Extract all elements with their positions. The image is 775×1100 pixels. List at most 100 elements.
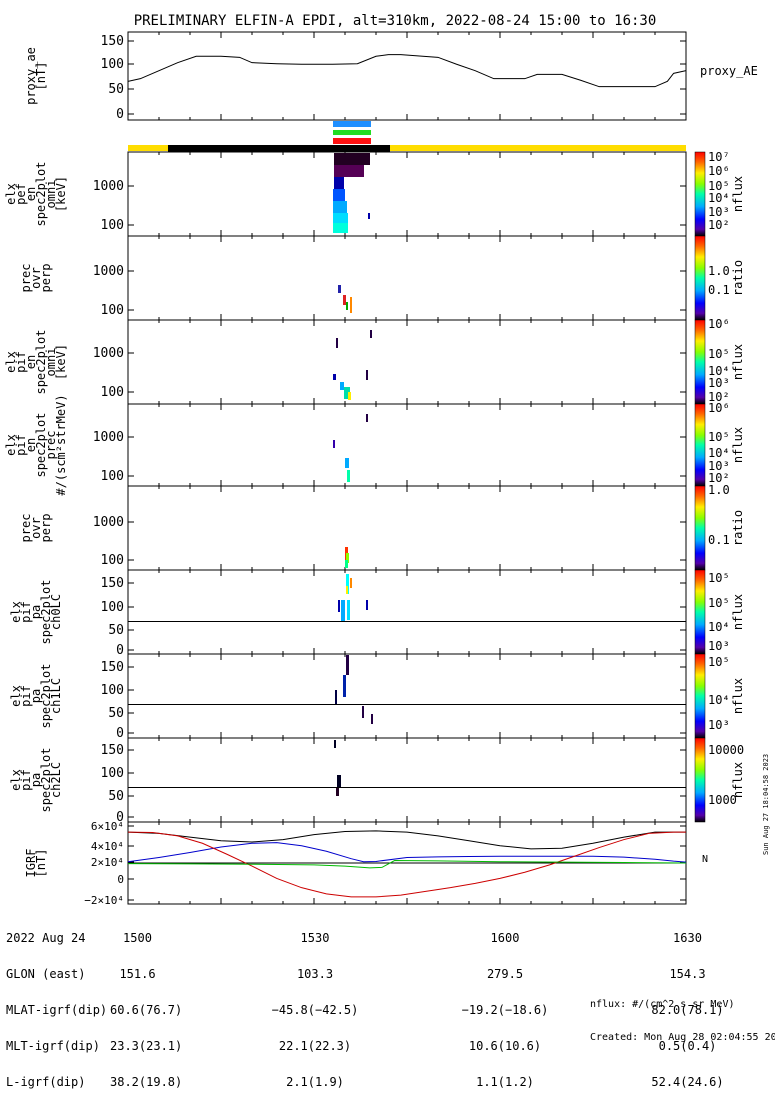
footer-value: 22.1(22.3) [278, 1039, 352, 1053]
heat-cell [338, 600, 340, 612]
ylabel-line: ch1LC [49, 678, 63, 714]
heat-cell [334, 153, 370, 165]
heat-cell [346, 586, 348, 594]
panel-frame [127, 485, 687, 571]
heat-cell [366, 414, 368, 422]
footer-value: 38.2(19.8) [110, 1075, 183, 1089]
footer-value: 52.4(24.6) [651, 1075, 724, 1089]
ytick-label: 1000 [93, 264, 124, 279]
ylabel-line: pif [19, 769, 33, 791]
igrf-series-g [127, 860, 687, 869]
ylabel-line: elx [9, 685, 23, 707]
colorbar [694, 485, 706, 571]
ytick-label: 1000 [93, 179, 124, 194]
heat-cell [333, 201, 347, 213]
footer-value: 103.3 [296, 967, 334, 981]
colorbar-tick-label: 1.0 [708, 264, 730, 278]
heat-cell [334, 165, 364, 177]
side-stamp: Sun Aug 27 18:04:58 2023 [762, 754, 770, 855]
footer-value: 10.6(10.6) [468, 1039, 542, 1053]
footer-value: 1600 [490, 931, 520, 945]
ytick-label: 100 [101, 385, 124, 400]
ytick-label: 4×10⁴ [91, 840, 124, 853]
footer-value: 279.5 [486, 967, 524, 981]
ytick-label: 150 [101, 576, 124, 591]
heat-cell [333, 213, 348, 223]
ylabel-line: elx [9, 601, 23, 623]
heat-cell [345, 458, 349, 468]
footer-labels: 2022 Aug 24 GLON (east) MLAT-igrf(dip) M… [6, 908, 107, 1100]
ytick-label: 100 [101, 683, 124, 698]
ylabel-line: pif [14, 351, 28, 373]
heat-cell [348, 392, 351, 400]
colorbar-label: ratio [731, 510, 745, 546]
ylabel-line: proxy_ae [24, 47, 38, 105]
ytick-label: 50 [108, 706, 124, 721]
footer-value: 1530 [300, 931, 330, 945]
ylabel-line: prec [44, 431, 58, 460]
ylabel-line: perp [39, 264, 53, 293]
heat-cell [336, 788, 339, 796]
ylabel-line: spec2plot [39, 663, 53, 728]
footnote: nflux: #/(cm^2 s sr MeV) Created: Mon Au… [590, 977, 775, 1054]
colorbar-label: nflux [731, 762, 745, 798]
panels: proxy_ae[nT]150100500proxy_AEelxpefenspe… [4, 31, 758, 907]
igrf-series-y [127, 842, 687, 863]
colorbar-tick-label: 10³ [708, 459, 730, 473]
ylabel-line: pif [19, 601, 33, 623]
heat-cell [346, 574, 349, 594]
colorbar-tick-label: 10000 [708, 743, 744, 757]
footer-value: 60.6(76.7) [110, 1003, 183, 1017]
colorbar-tick-label: 10⁶ [708, 401, 730, 415]
ytick-label: 0 [117, 873, 124, 886]
ytick-label: 0 [116, 107, 124, 122]
panel-proxy_ae: proxy_ae[nT] 150 100 50 0 proxy_AE [24, 31, 758, 122]
heat-cell [344, 387, 350, 399]
colorbar-tick-label: 1.0 [708, 483, 730, 497]
panel-frame [127, 737, 687, 823]
ylabel-line: elx [4, 351, 18, 373]
heat-cell [366, 370, 368, 380]
colorbar-tick-label: 10³ [708, 639, 730, 653]
ytick-label: 100 [101, 218, 124, 233]
orbit-bar-yellow-left [128, 145, 168, 151]
colorbar-tick-label: 10⁵ [708, 596, 730, 610]
ytick-label: 1000 [93, 430, 124, 445]
ylabel-line: #/(scm²strMeV) [54, 394, 68, 495]
panel-IGRF: IGRF[nT] 6×10⁴ 4×10⁴ 2×10⁴ 0 −2×10⁴ N [24, 820, 708, 907]
plot-title: PRELIMINARY ELFIN-A EPDI, alt=310km, 202… [134, 13, 657, 29]
footer-value: −19.2(−18.6) [461, 1003, 549, 1017]
ytick-label: 150 [101, 660, 124, 675]
ytick-label: 0 [116, 810, 124, 825]
heat-cell [334, 740, 336, 748]
heat-cell [366, 600, 368, 610]
ylabel-line: elx [4, 183, 18, 205]
ylabel-line: en [24, 187, 38, 201]
ylabel-line: spec2plot [34, 161, 48, 226]
indicator-blue [333, 121, 371, 127]
heat-cell [347, 470, 350, 482]
footnote-units: nflux: #/(cm^2 s sr MeV) [590, 999, 735, 1010]
footer-col-2: 1600 279.5 −19.2(−18.6) 10.6(10.6) 1.1(1… [450, 908, 560, 1100]
heat-cell [343, 675, 346, 697]
heat-cell [346, 553, 349, 563]
elfin-summary-plot: PRELIMINARY ELFIN-A EPDI, alt=310km, 202… [4, 13, 770, 907]
ytick-label: 2×10⁴ [91, 856, 124, 869]
colorbar [694, 737, 706, 823]
ytick-label: 0 [116, 726, 124, 741]
footer-value: 1500 [123, 931, 152, 945]
ylabel-line: elx [4, 434, 18, 456]
colorbar-tick-label: 10³ [708, 376, 730, 390]
colorbar-tick-label: 10³ [708, 718, 730, 732]
colorbar-tick-label: 10² [708, 471, 730, 485]
ylabel-line: elx [9, 769, 23, 791]
heat-cell [346, 302, 348, 310]
heat-cell [362, 706, 364, 718]
colorbar-tick-label: 10⁵ [708, 655, 730, 669]
